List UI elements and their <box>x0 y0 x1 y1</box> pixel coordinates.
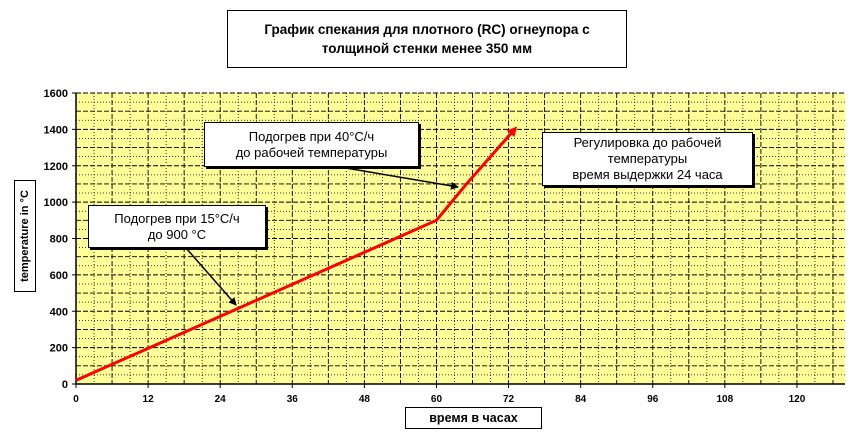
annotation-line: время выдержки 24 часа <box>572 167 723 182</box>
x-tick-label: 96 <box>647 394 659 405</box>
annotation-pointer <box>185 247 237 306</box>
y-tick-label: 400 <box>50 306 68 318</box>
x-tick-label: 72 <box>503 394 515 405</box>
y-tick-label: 1200 <box>44 161 68 173</box>
x-axis-label: время в часах <box>405 407 542 429</box>
y-tick-label: 1600 <box>44 88 68 100</box>
annotation-line: до 900 °C <box>147 226 207 242</box>
y-tick-label: 800 <box>50 234 68 246</box>
x-tick-label: 84 <box>575 394 587 405</box>
annotation-heating-40: Подогрев при 40°C/ч до рабочей температу… <box>204 122 419 167</box>
y-axis-label-box: temperature in °C <box>14 180 36 292</box>
annotation-line: Регулировка до рабочей <box>573 135 722 150</box>
y-tick-label: 0 <box>62 379 68 391</box>
series-line <box>75 126 518 382</box>
x-tick-label: 120 <box>789 394 806 405</box>
x-tick-label: 108 <box>717 394 734 405</box>
annotation-line: Подогрев при 40°C/ч <box>248 128 375 144</box>
x-tick-label: 0 <box>73 394 79 405</box>
annotation-line: до рабочей температуры <box>235 144 388 160</box>
x-tick-label: 60 <box>431 394 443 405</box>
y-tick-label: 600 <box>50 270 68 282</box>
x-tick-label: 48 <box>359 394 371 405</box>
annotation-pointer <box>339 166 459 190</box>
annotation-heating-15: Подогрев при 15°C/ч до 900 °C <box>88 205 266 248</box>
annotation-line: температуры <box>607 151 688 166</box>
x-tick-label: 24 <box>215 394 227 405</box>
y-tick-label: 1000 <box>44 197 68 209</box>
y-axis-label: temperature in °C <box>19 190 31 282</box>
y-tick-label: 1400 <box>44 124 68 136</box>
x-tick-label: 12 <box>143 394 155 405</box>
x-tick-label: 36 <box>287 394 299 405</box>
chart-title: График спекания для плотного (RC) огнеуп… <box>227 10 627 68</box>
annotation-regulation: Регулировка до рабочей температуры время… <box>542 132 753 186</box>
annotation-line: Подогрев при 15°C/ч <box>114 210 240 226</box>
y-tick-label: 200 <box>50 343 68 355</box>
